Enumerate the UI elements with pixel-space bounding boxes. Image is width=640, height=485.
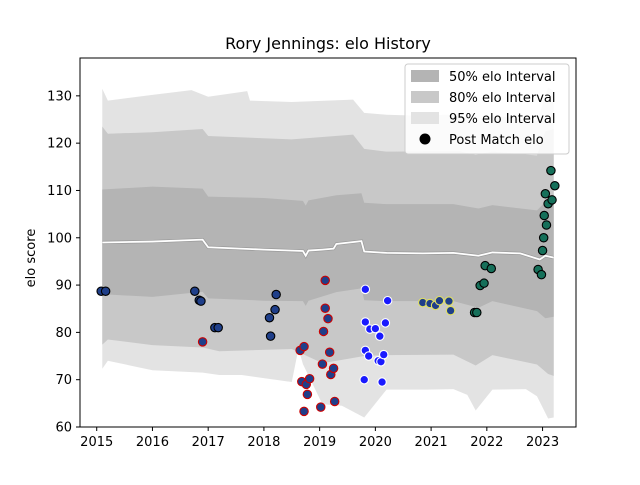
y-tick-label: 70 <box>55 373 72 388</box>
post-match-elo-point <box>538 233 549 243</box>
legend-box <box>404 63 570 155</box>
x-tick-label: 2020 <box>359 435 392 450</box>
y-tick-label: 90 <box>55 279 72 294</box>
post-match-elo-point <box>541 220 552 230</box>
legend-label: 95% elo Interval <box>449 112 556 127</box>
post-match-elo-point <box>377 377 387 387</box>
x-tick-label: 2015 <box>80 435 113 450</box>
x-tick-label: 2018 <box>247 435 280 450</box>
post-match-elo-point <box>479 278 489 288</box>
post-match-elo-point <box>375 331 385 341</box>
x-tick-label: 2023 <box>526 435 559 450</box>
legend-swatch <box>411 91 439 103</box>
post-match-elo-point <box>299 406 309 417</box>
mean-elo-line <box>102 238 554 261</box>
plot-area <box>96 87 560 419</box>
post-match-elo-point <box>320 275 330 286</box>
legend-swatch <box>411 112 439 124</box>
legend: 50% elo Interval 80% elo Interval 95% elo … <box>404 63 570 155</box>
legend-marker <box>419 133 431 145</box>
post-match-elo-point <box>539 210 549 221</box>
post-match-elo-point <box>444 296 454 306</box>
post-match-elo-point <box>323 313 333 324</box>
post-match-elo-point <box>360 317 371 327</box>
post-match-elo-point <box>316 402 326 412</box>
post-match-elo-point <box>550 180 560 191</box>
post-match-elo-point <box>546 165 556 176</box>
x-tick-label: 2016 <box>136 435 169 450</box>
post-match-elo-point <box>197 337 208 347</box>
x-tick-label: 2017 <box>192 435 225 450</box>
post-match-elo-point <box>434 295 445 306</box>
post-match-elo-point <box>329 396 340 407</box>
post-match-elo-point <box>320 303 330 314</box>
post-match-elo-point <box>264 312 275 323</box>
post-match-elo-point <box>363 351 374 361</box>
post-match-elo-point <box>536 269 547 280</box>
post-match-elo-point <box>382 295 393 306</box>
legend-swatch <box>411 70 439 82</box>
post-match-elo-point <box>318 326 329 337</box>
post-match-elo-point <box>378 349 389 360</box>
post-match-elo-point <box>304 373 315 384</box>
chart-title: Rory Jennings: elo History <box>225 34 431 53</box>
x-tick-label: 2021 <box>415 435 448 450</box>
post-match-elo-point <box>328 363 339 374</box>
y-tick-label: 100 <box>47 231 72 246</box>
post-match-elo-point <box>537 245 548 256</box>
y-tick-label: 60 <box>55 421 72 436</box>
post-match-elo-point <box>196 296 206 306</box>
post-match-elo-point <box>359 374 369 385</box>
post-match-elo-point <box>360 284 371 295</box>
post-match-elo-point <box>299 341 309 352</box>
post-match-elo-point <box>213 322 223 333</box>
post-match-elo-point <box>190 286 200 296</box>
50-elo-interval-band <box>102 186 554 319</box>
y-tick-label: 110 <box>47 184 72 199</box>
post-match-elo-point <box>472 307 482 318</box>
post-match-elo-point <box>486 263 497 274</box>
post-match-elo-point <box>271 289 281 300</box>
x-tick-label: 2022 <box>470 435 503 450</box>
y-tick-label: 80 <box>55 326 72 341</box>
post-match-elo-point <box>324 347 335 358</box>
post-match-elo-point <box>380 318 391 328</box>
axes-frame <box>79 57 577 428</box>
post-match-elo-point <box>270 304 280 315</box>
post-match-elo-point <box>302 389 313 400</box>
legend-label: Post Match elo <box>449 133 544 148</box>
legend-label: 50% elo Interval <box>449 70 556 85</box>
post-match-elo-point <box>445 305 456 316</box>
y-tick-label: 130 <box>47 89 72 104</box>
y-axis-title: elo score <box>24 229 39 288</box>
post-match-elo-point <box>540 189 551 199</box>
post-match-elo-point <box>100 286 111 296</box>
y-tick-label: 120 <box>47 137 72 152</box>
post-match-elo-point <box>265 331 276 341</box>
legend-label: 80% elo Interval <box>449 91 556 106</box>
post-match-elo-point <box>547 195 557 205</box>
post-match-elo-point <box>317 359 328 369</box>
x-tick-label: 2019 <box>303 435 336 450</box>
post-match-elo-point <box>370 323 381 334</box>
